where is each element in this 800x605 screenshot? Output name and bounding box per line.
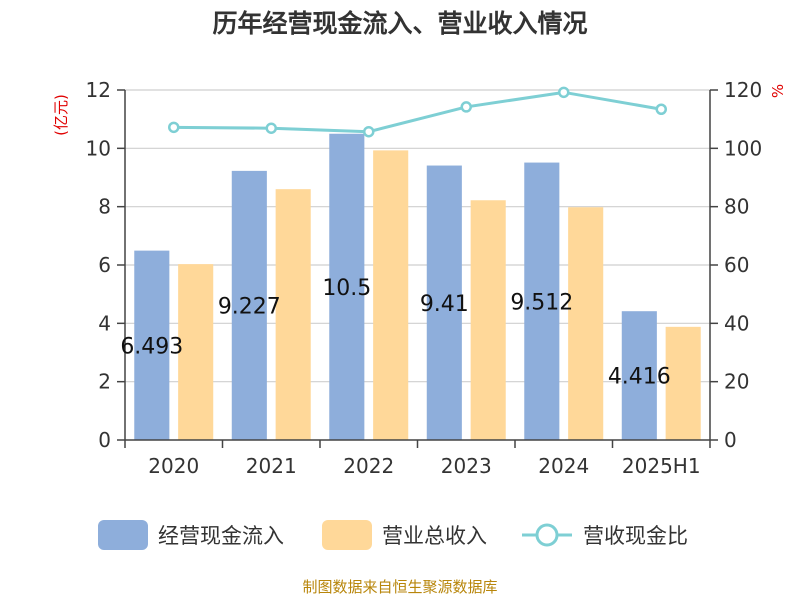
left-tick-label: 10: [86, 136, 111, 160]
right-tick-label: 20: [724, 370, 749, 394]
chart-title: 历年经营现金流入、营业收入情况: [212, 9, 587, 38]
right-tick-label: 40: [724, 311, 749, 335]
legend-swatch-cash-inflow: [98, 520, 148, 550]
right-tick-label: 0: [724, 428, 737, 452]
source-note: 制图数据来自恒生聚源数据库: [302, 578, 497, 596]
ratio-point: [558, 86, 570, 99]
data-label-cash-inflow: 6.493: [120, 334, 183, 359]
ratio-point: [265, 122, 277, 134]
bar-revenue: [568, 207, 604, 440]
right-tick-label: 80: [724, 195, 749, 219]
bar-cash-inflow: [621, 311, 657, 440]
data-label-cash-inflow: 9.41: [420, 292, 469, 317]
legend-label-ratio: 营收现金比: [583, 524, 688, 548]
x-tick-label: 2023: [441, 454, 492, 478]
legend-label-revenue: 营业总收入: [382, 524, 487, 548]
right-axis-unit: %: [769, 84, 787, 98]
ratio-point: [168, 121, 180, 134]
data-labels: 6.493 9.227 10.5 9.41 9.512 4.416: [120, 276, 670, 390]
bar-revenue: [178, 264, 214, 440]
left-axis-unit: (亿元): [52, 94, 70, 136]
legend-label-cash-inflow: 经营现金流入: [158, 524, 284, 548]
bar-revenue: [275, 189, 311, 440]
bar-cash-inflow: [231, 170, 267, 441]
ratio-point: [460, 101, 472, 113]
data-label-cash-inflow: 4.416: [608, 365, 671, 390]
legend-swatch-revenue: [322, 520, 372, 550]
legend-marker-ratio: [535, 523, 559, 547]
x-tick-label: 2020: [148, 454, 199, 478]
left-tick-label: 0: [98, 428, 111, 452]
ratio-line-path: [173, 90, 662, 134]
ratio-point: [655, 103, 667, 115]
bar-cash-inflow: [329, 133, 365, 440]
right-tick-label: 100: [724, 136, 762, 160]
legend: 经营现金流入 营业总收入 营收现金比: [98, 520, 688, 550]
bars: [134, 133, 701, 441]
data-label-cash-inflow: 9.227: [218, 294, 281, 319]
x-tick-label: 2022: [343, 454, 394, 478]
bar-cash-inflow: [134, 250, 170, 440]
bar-cash-inflow: [524, 162, 560, 441]
left-tick-label: 4: [98, 311, 111, 335]
bar-revenue: [373, 150, 409, 440]
data-label-cash-inflow: 9.512: [510, 290, 573, 315]
left-tick-label: 8: [98, 195, 111, 219]
right-tick-label: 120: [724, 78, 762, 102]
x-tick-label: 2024: [538, 454, 589, 478]
left-tick-label: 12: [86, 78, 111, 102]
bar-cash-inflow: [426, 165, 462, 440]
x-tick-label: 2021: [246, 454, 297, 478]
left-tick-label: 6: [98, 253, 111, 277]
data-label-cash-inflow: 10.5: [322, 276, 371, 301]
left-tick-label: 2: [98, 370, 111, 394]
ratio-line: [168, 86, 667, 138]
right-tick-label: 60: [724, 253, 749, 277]
bar-revenue: [470, 200, 506, 440]
grid-lines: [125, 89, 710, 383]
ratio-point: [363, 125, 375, 138]
bar-revenue: [665, 326, 701, 440]
x-tick-label: 2025H1: [622, 454, 701, 478]
